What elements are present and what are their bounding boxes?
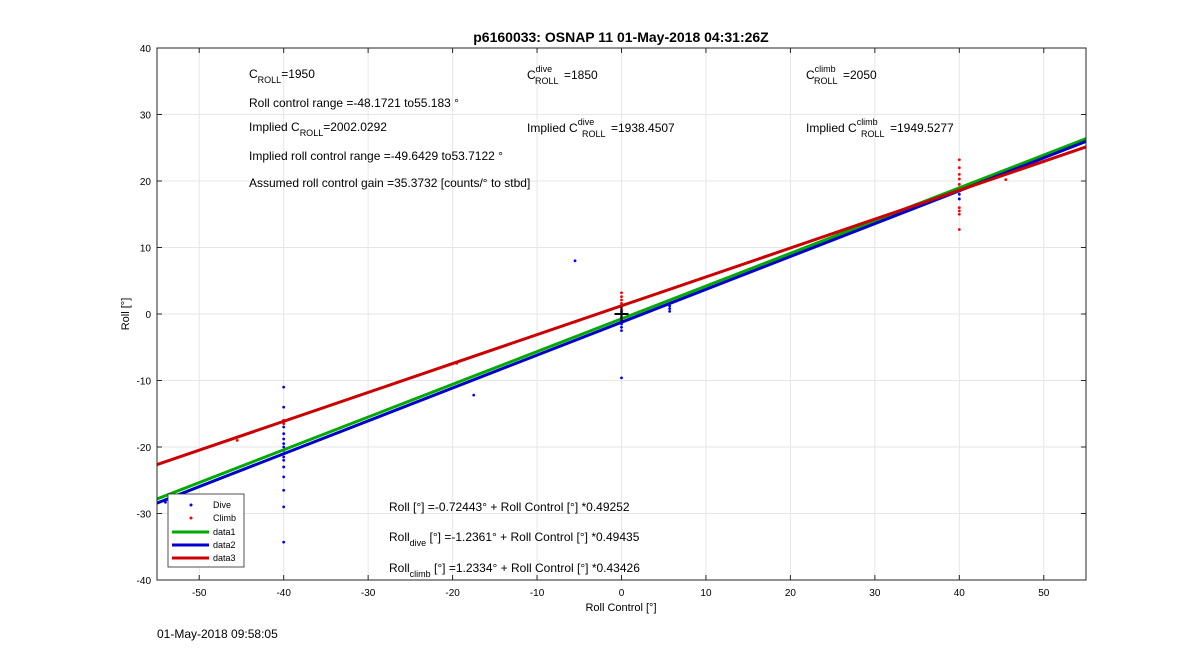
dive-point xyxy=(282,458,286,462)
legend-climb-label: Climb xyxy=(213,513,236,523)
implied-c-roll-annotation: Implied CROLL=2002.0292 xyxy=(249,120,387,138)
y-tick-label: -40 xyxy=(137,576,152,587)
y-tick-label: 20 xyxy=(140,177,152,188)
roll-range-annotation: Roll control range =-48.1721 to55.183 ° xyxy=(249,96,459,110)
dive-point xyxy=(282,437,286,441)
legend: Dive Climb data1 data2 data3 xyxy=(167,493,245,568)
series-layer xyxy=(157,137,1086,544)
dive-point xyxy=(282,425,286,429)
climb-point xyxy=(620,295,623,299)
y-axis-label: Roll [°] xyxy=(120,298,132,331)
legend-dive-label: Dive xyxy=(213,500,231,510)
x-tick-label: 20 xyxy=(785,588,797,599)
y-tick-label: 0 xyxy=(145,310,151,321)
x-tick-label: -30 xyxy=(361,588,376,599)
dive-point xyxy=(668,307,672,311)
y-tick-label: -30 xyxy=(137,510,152,521)
dive-point xyxy=(282,540,286,544)
dive-point xyxy=(282,445,286,449)
legend-climb-marker xyxy=(189,516,193,520)
dive-point xyxy=(282,488,286,492)
climb-point xyxy=(957,182,961,186)
y-tick-label: 10 xyxy=(140,244,152,255)
legend-item-data3: data3 xyxy=(172,553,236,563)
chart-title: p6160033: OSNAP 11 01-May-2018 04:31:26Z xyxy=(473,29,769,45)
legend-data3-label: data3 xyxy=(213,553,236,563)
climb-point xyxy=(957,209,961,213)
x-tick-label: 40 xyxy=(954,588,966,599)
climb-point xyxy=(957,212,961,216)
fit-dive-equation: Rolldive [°] =-1.2361° + Roll Control [°… xyxy=(389,530,640,548)
dive-point xyxy=(472,393,476,397)
data2-fit-line xyxy=(157,140,1086,505)
climb-point xyxy=(957,206,961,210)
climb-point xyxy=(957,166,961,170)
dive-point xyxy=(573,259,577,263)
dive-point xyxy=(620,329,623,333)
x-tick-label: 30 xyxy=(869,588,881,599)
legend-data1-label: data1 xyxy=(213,527,236,537)
dive-point xyxy=(282,385,286,389)
climb-point xyxy=(957,172,961,176)
legend-item-data1: data1 xyxy=(172,527,236,537)
dive-point xyxy=(957,197,961,201)
dive-point xyxy=(282,442,286,446)
dive-point xyxy=(282,455,286,459)
legend-data2-label: data2 xyxy=(213,540,236,550)
footer-timestamp: 01-May-2018 09:58:05 xyxy=(157,627,278,641)
y-tick-label: -20 xyxy=(137,443,152,454)
fit-climb-equation: Rollclimb [°] =1.2334° + Roll Control [°… xyxy=(389,561,640,579)
y-tick-label: 30 xyxy=(140,111,152,122)
x-tick-label: -50 xyxy=(192,588,207,599)
legend-dive-marker xyxy=(189,503,193,507)
c-roll-dive-annotation: Cdive ROLL =1850 xyxy=(527,64,598,86)
dive-point xyxy=(282,432,286,436)
climb-point xyxy=(620,291,623,295)
c-roll-climb-annotation: Cclimb ROLL =2050 xyxy=(806,64,877,86)
dive-point xyxy=(620,325,623,329)
implied-c-roll-climb-annotation: Implied Cclimb ROLL =1949.5277 xyxy=(806,117,954,139)
x-tick-label: -40 xyxy=(276,588,291,599)
legend-item-climb: Climb xyxy=(189,513,236,523)
x-tick-label: 50 xyxy=(1038,588,1050,599)
data3-fit-line xyxy=(157,145,1086,467)
fit-all-equation: Roll [°] =-0.72443° + Roll Control [°] *… xyxy=(389,500,630,514)
legend-item-dive: Dive xyxy=(189,500,231,510)
x-tick-label: 10 xyxy=(700,588,712,599)
climb-point xyxy=(957,158,961,162)
gain-annotation: Assumed roll control gain =35.3732 [coun… xyxy=(249,176,530,190)
dive-point xyxy=(282,465,286,469)
climb-point xyxy=(957,228,961,231)
dive-point xyxy=(282,405,286,409)
climb-point xyxy=(235,438,239,442)
climb-point xyxy=(620,298,623,302)
implied-range-annotation: Implied roll control range =-49.6429 to5… xyxy=(249,149,503,163)
x-tick-label: -10 xyxy=(530,588,545,599)
x-axis-label: Roll Control [°] xyxy=(585,602,656,614)
y-tick-label: -10 xyxy=(137,377,152,388)
legend-item-data2: data2 xyxy=(172,540,236,550)
c-roll-annotation: CROLL=1950 xyxy=(249,67,315,85)
climb-point xyxy=(957,177,961,181)
ticks: -50 -40 -30 -20 -10 0 10 20 30 40 50 -40 -30 -20 -10 0 1… xyxy=(137,44,1086,599)
x-tick-label: -20 xyxy=(445,588,460,599)
x-tick-label: 0 xyxy=(619,588,625,599)
dive-point xyxy=(668,309,672,313)
dive-point xyxy=(282,505,286,509)
implied-c-roll-dive-annotation: Implied Cdive ROLL =1938.4507 xyxy=(527,117,675,139)
dive-point xyxy=(282,475,286,479)
dive-point xyxy=(957,192,961,196)
y-tick-label: 40 xyxy=(140,44,152,55)
climb-point xyxy=(1004,178,1008,182)
dive-point xyxy=(620,376,623,380)
